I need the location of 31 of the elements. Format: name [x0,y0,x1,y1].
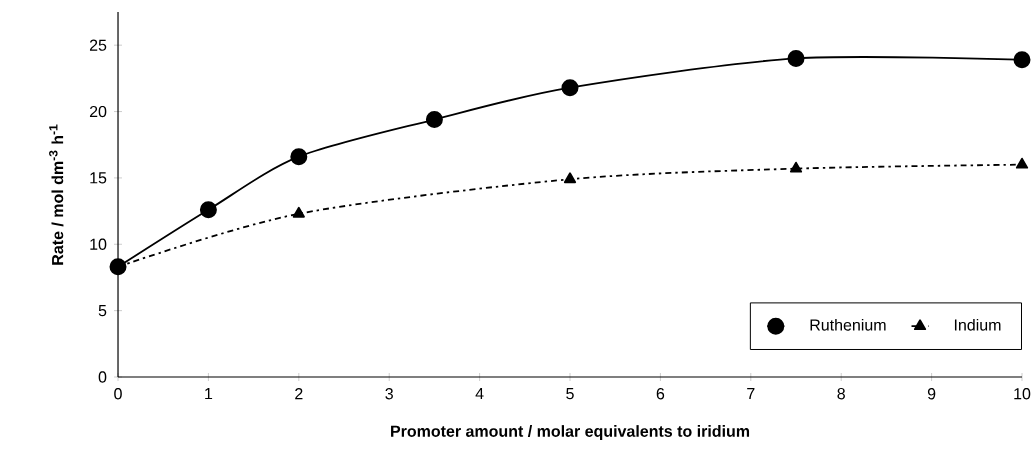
y-tick-label: 10 [90,238,107,250]
x-tick-label: 10 [1014,388,1031,400]
x-tick-label: 5 [566,388,574,400]
point [290,148,308,166]
x-tick-label: 1 [205,388,213,400]
y-tick-label: 25 [89,39,107,51]
point [561,79,579,97]
x-tick-label: 6 [656,388,665,400]
point [787,49,805,67]
x-tick-label: 8 [837,388,845,400]
legend-label: Ruthenium [810,318,886,331]
point [563,172,577,184]
x-tick-label: 4 [475,388,484,400]
x-tick-label: 2 [295,388,303,400]
point [292,206,305,218]
point [425,111,443,129]
y-tick-label: 20 [89,105,107,118]
point [199,201,217,219]
x-axis-title: Promoter amount / molar equivalents to iridium [391,425,750,441]
x-tick-label: 0 [114,388,122,400]
x-tick-label: 3 [385,388,393,400]
point [789,161,803,173]
y-tick-label: 15 [90,172,107,184]
x-tick-label: 7 [747,388,755,400]
point [1015,157,1029,169]
point [1013,51,1031,69]
y-axis-title: Rate / mol dm$^{-3}$ h$^{-1}$ [49,124,64,265]
y-tick-label: 5 [98,305,107,317]
y-tick-label: 0 [98,371,107,383]
legend-label: Indium [954,318,1001,331]
x-tick-label: 9 [927,388,936,400]
